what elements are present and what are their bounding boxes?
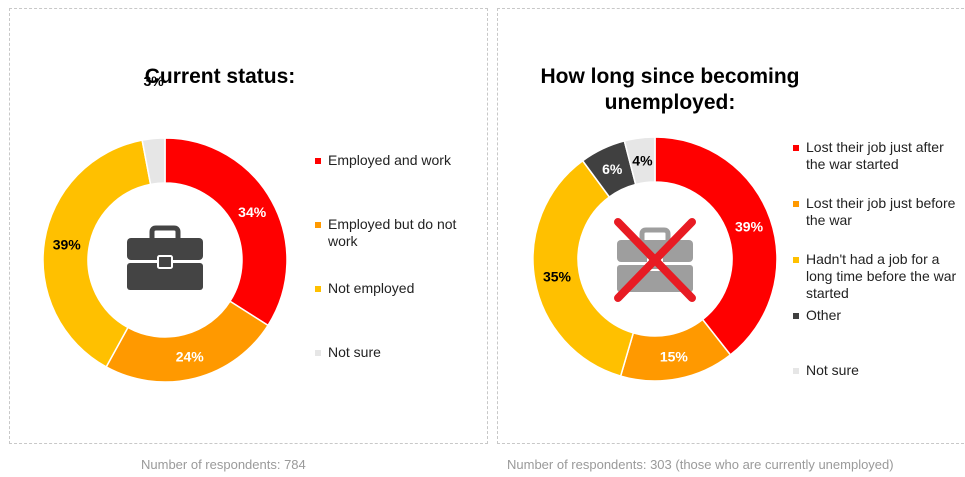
legend-item-not-sure: Not sure	[315, 344, 475, 361]
donut-slice-employed-but-do-not-work	[105, 300, 270, 383]
donut-slice-not-sure	[623, 136, 656, 186]
chart-title-current-status: Current status:	[144, 65, 296, 88]
slice-value-label: 39%	[53, 236, 82, 252]
legend-swatch	[793, 145, 799, 151]
chart-panel-unemployment-duration	[497, 8, 965, 444]
legend-swatch	[315, 158, 321, 164]
donut-chart-current-status: 34% 24% 39% 3%	[42, 73, 288, 383]
legend-swatch	[793, 257, 799, 263]
donut-slice-lost-their-job-just-after-the-war-started	[654, 136, 778, 356]
slice-value-label: 34%	[238, 204, 267, 220]
respondents-footnote-left: Number of respondents: 784	[141, 457, 306, 472]
briefcase-icon	[127, 225, 203, 290]
donut-chart-unemployment-duration: 39% 15% 35% 6% 4%	[532, 136, 778, 382]
legend-swatch	[315, 222, 321, 228]
slice-value-label: 3%	[144, 73, 165, 89]
slice-value-label: 35%	[543, 268, 572, 284]
donut-slice-hadn-t-had-a-job-for-a-long-time-before-the-war-started	[532, 159, 635, 377]
legend-item-not-employed: Not employed	[315, 280, 475, 297]
donut-slice-not-sure	[141, 137, 166, 186]
chart-title-unemployment-duration: How long since becoming unemployed:	[540, 65, 800, 114]
legend-swatch	[315, 286, 321, 292]
slice-value-label: 6%	[602, 161, 623, 177]
crossed-briefcase-icon	[614, 218, 696, 302]
legend-item-employed-and-work: Employed and work	[315, 152, 475, 169]
legend-item-employed-not-working: Employed but do not work	[315, 216, 475, 250]
chart-panel-current-status	[9, 8, 488, 444]
legend-swatch	[315, 350, 321, 356]
legend-swatch	[793, 368, 799, 374]
legend-swatch	[793, 201, 799, 207]
donut-slice-employed-and-work	[164, 137, 288, 327]
legend-swatch	[793, 313, 799, 319]
slice-value-label: 39%	[735, 218, 764, 234]
legend-item-lost-job-before-war: Lost their job just before the war	[793, 195, 965, 229]
legend-item-not-sure-duration: Not sure	[793, 362, 965, 379]
slice-value-label: 24%	[176, 348, 205, 364]
donut-slice-not-employed	[42, 139, 152, 368]
legend-item-lost-job-after-war: Lost their job just after the war starte…	[793, 139, 965, 173]
respondents-footnote-right: Number of respondents: 303 (those who ar…	[507, 457, 894, 472]
slice-value-label: 4%	[632, 152, 653, 168]
legend-item-other: Other	[793, 307, 965, 324]
legend-item-no-job-long-time: Hadn't had a job for a long time before …	[793, 251, 965, 302]
slice-value-label: 15%	[660, 349, 689, 365]
